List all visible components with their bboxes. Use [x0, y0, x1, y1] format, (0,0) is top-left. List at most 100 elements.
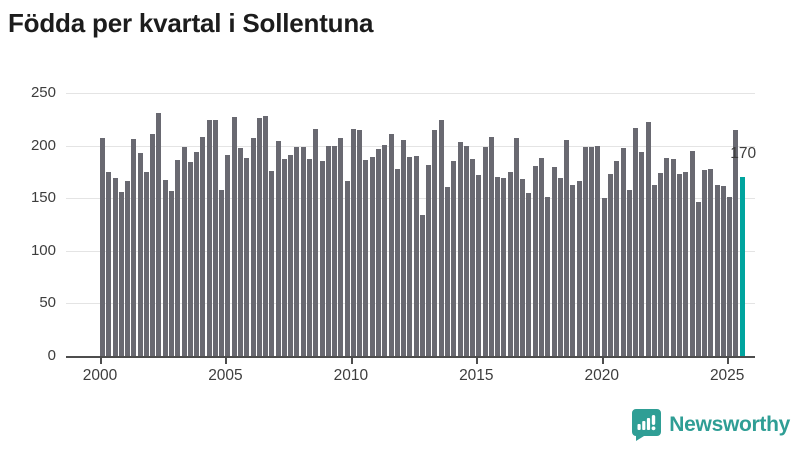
bar-2021-q4	[645, 122, 651, 356]
gridline-200	[66, 145, 755, 147]
bar-2009-q4	[344, 181, 350, 356]
bar-2012-q2	[407, 157, 413, 356]
gridline-250	[66, 93, 755, 94]
bar-2015-q4	[495, 177, 501, 356]
bar-2006-q2	[256, 118, 262, 356]
bar-2007-q3	[288, 155, 294, 356]
bar-2010-q4	[369, 157, 375, 356]
bar-2007-q4	[294, 146, 300, 356]
bar-2008-q3	[313, 128, 319, 356]
bar-2003-q4	[194, 151, 200, 356]
bar-2011-q1	[375, 148, 381, 356]
bar-2009-q1	[325, 145, 331, 356]
bar-2005-q3	[237, 147, 243, 356]
bar-2005-q4	[244, 158, 250, 356]
bar-2023-q3	[689, 150, 695, 356]
x-tick-2010	[350, 357, 353, 364]
bar-2025-q2	[733, 129, 739, 356]
bar-2019-q2	[582, 146, 588, 356]
bar-2012-q4	[419, 215, 425, 356]
bar-2002-q2	[156, 112, 162, 356]
bar-2008-q4	[319, 161, 325, 356]
bar-2010-q1	[350, 128, 356, 356]
bar-2022-q1	[651, 184, 657, 356]
bar-2009-q2	[332, 145, 338, 356]
bar-2005-q2	[231, 117, 237, 356]
y-tick-label-150: 150	[30, 189, 56, 207]
newsworthy-logo-text: Newsworthy	[669, 413, 790, 436]
bar-2000-q3	[112, 178, 118, 356]
bar-2004-q3	[212, 120, 218, 356]
bar-2000-q4	[118, 191, 124, 356]
bar-2013-q3	[438, 120, 444, 356]
bar-2008-q2	[306, 159, 312, 356]
bar-2009-q3	[338, 138, 344, 356]
bar-2017-q1	[526, 192, 532, 356]
bar-2022-q4	[670, 159, 676, 356]
bar-2001-q2	[131, 139, 137, 356]
x-tick-2000	[100, 357, 102, 364]
bar-2022-q3	[664, 158, 670, 356]
newsworthy-logo[interactable]: Newsworthy	[631, 408, 790, 442]
x-tick-label-2015: 2015	[459, 367, 494, 384]
bar-2025-q1	[727, 197, 733, 356]
bar-2003-q3	[187, 162, 193, 356]
bar-2024-q4	[720, 185, 726, 356]
x-tick-2015	[476, 357, 479, 364]
bar-2021-q1	[626, 189, 632, 356]
bar-2019-q3	[589, 146, 595, 356]
y-tick-label-100: 100	[30, 241, 56, 259]
chart-title: Födda per kvartal i Sollentuna	[8, 8, 374, 38]
bar-2018-q1	[551, 166, 557, 356]
bar-2000-q2	[106, 171, 112, 356]
bar-2002-q3	[162, 180, 168, 356]
bar-2015-q1	[476, 175, 482, 356]
bar-2021-q3	[639, 151, 645, 356]
bar-2012-q1	[401, 140, 407, 356]
bar-2008-q1	[300, 146, 306, 356]
bar-2020-q4	[620, 147, 626, 356]
y-tick-label-50: 50	[39, 294, 56, 312]
bar-2007-q2	[281, 159, 287, 356]
x-axis-line	[66, 356, 755, 358]
bar-2022-q2	[658, 172, 664, 356]
x-tick-2005	[225, 357, 228, 364]
bar-2011-q2	[382, 144, 388, 356]
bar-2023-q2	[683, 171, 689, 356]
bar-2019-q4	[595, 145, 601, 356]
bar-2001-q3	[137, 152, 143, 356]
bar-2006-q1	[250, 138, 256, 356]
bar-2015-q2	[482, 146, 488, 356]
bar-2018-q3	[564, 140, 570, 356]
x-tick-label-2020: 2020	[584, 367, 619, 384]
bar-2010-q3	[363, 160, 369, 356]
bar-2002-q4	[168, 190, 174, 356]
bar-2012-q3	[413, 156, 419, 356]
bar-2005-q1	[225, 155, 231, 356]
x-tick-label-2005: 2005	[208, 367, 243, 384]
bar-2014-q1	[451, 161, 457, 356]
bar-2020-q1	[601, 198, 607, 356]
bar-2024-q3	[714, 184, 720, 356]
bar-2018-q4	[570, 184, 576, 356]
x-tick-label-2000: 2000	[82, 367, 118, 384]
newsworthy-logo-icon	[631, 408, 662, 442]
x-tick-label-2025: 2025	[709, 367, 745, 384]
bar-2011-q3	[388, 134, 394, 356]
bar-2004-q1	[200, 137, 206, 356]
bar-2021-q2	[633, 127, 639, 356]
bar-2016-q4	[520, 179, 526, 356]
bar-2014-q2	[457, 142, 463, 356]
bar-2016-q1	[501, 178, 507, 356]
bar-2024-q1	[702, 169, 708, 356]
bar-2017-q2	[532, 165, 538, 356]
bar-2000-q1	[100, 138, 105, 356]
bar-2018-q2	[557, 178, 563, 356]
x-tick-2020	[601, 357, 604, 364]
bar-2023-q1	[677, 174, 683, 356]
bar-2023-q4	[695, 202, 701, 356]
bar-2011-q4	[394, 168, 400, 356]
bar-2014-q3	[463, 145, 469, 356]
bar-2001-q1	[125, 181, 131, 356]
bar-2006-q4	[269, 170, 275, 356]
